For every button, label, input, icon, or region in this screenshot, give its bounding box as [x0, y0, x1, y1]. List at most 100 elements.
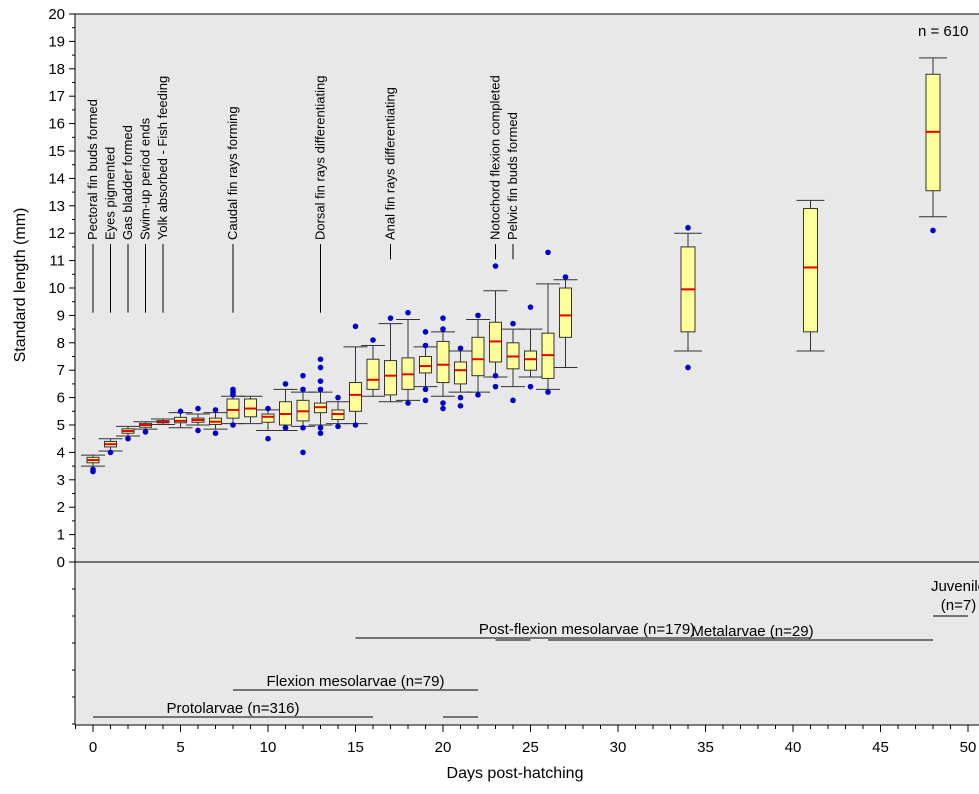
box-day-18	[396, 309, 420, 406]
outlier-point	[212, 407, 219, 413]
y-tick-label: 2	[57, 499, 65, 516]
box-iqr	[226, 398, 240, 419]
box-day-48	[919, 57, 947, 234]
outlier-point	[300, 386, 306, 393]
outlier-point	[527, 383, 534, 390]
box-iqr	[366, 358, 380, 390]
event-label: Notochord flexion completed	[488, 75, 503, 240]
y-tick-label: 10	[48, 280, 65, 297]
outlier-point	[370, 337, 376, 343]
event-label: Gas bladder formed	[120, 125, 135, 240]
outlier-point	[405, 400, 411, 406]
event-label: Caudal fin rays forming	[225, 106, 240, 240]
outlier-point	[510, 397, 516, 404]
outlier-point	[492, 372, 499, 379]
x-tick-label: 35	[697, 739, 714, 756]
outlier-point	[142, 429, 149, 435]
outlier-point	[440, 315, 446, 321]
box-day-11	[273, 381, 298, 431]
outlier-point	[475, 392, 481, 398]
outlier-point	[685, 224, 691, 231]
box-iqr	[524, 350, 537, 371]
outlier-point	[440, 400, 446, 406]
y-tick-label: 7	[57, 362, 65, 379]
outlier-point	[387, 315, 394, 321]
outlier-point	[475, 312, 481, 319]
box-day-41	[796, 199, 825, 352]
stage-label: Metalarvae (n=29)	[691, 623, 813, 640]
outlier-point	[300, 449, 306, 456]
outlier-point	[90, 466, 96, 473]
outlier-point	[282, 381, 289, 387]
outlier-point	[422, 329, 429, 335]
event-label: Pectoral fin buds formed	[85, 99, 100, 240]
box-day-8	[221, 386, 245, 428]
outlier-point	[492, 383, 499, 390]
outlier-point	[352, 422, 359, 428]
outlier-point	[317, 430, 324, 437]
y-tick-label: 14	[48, 170, 65, 187]
x-tick-label: 0	[89, 739, 97, 756]
boxes	[81, 57, 947, 475]
y-tick-label: 19	[48, 33, 65, 50]
outlier-point	[125, 435, 131, 442]
box-day-17	[378, 315, 403, 403]
y-tick-label: 13	[48, 198, 65, 215]
outlier-point	[335, 423, 341, 430]
outlier-point	[527, 304, 534, 310]
stage-label: Flexion mesolarvae (n=79)	[266, 673, 444, 690]
box-iqr	[419, 356, 432, 374]
event-label: Pelvic fin buds formed	[505, 112, 520, 240]
box-day-2	[116, 425, 140, 442]
event-label: Swim-up period ends	[138, 117, 153, 240]
outlier-point	[422, 397, 429, 404]
y-tick-label: 0	[57, 554, 65, 571]
outlier-point	[195, 405, 201, 412]
y-tick-label: 9	[57, 307, 65, 324]
stage-label: Juvenile	[931, 578, 979, 595]
outlier-point	[352, 323, 359, 330]
outlier-point	[317, 424, 324, 431]
outlier-point	[177, 408, 184, 415]
box-day-25	[518, 304, 543, 390]
x-tick-label: 40	[785, 739, 802, 756]
outlier-point	[335, 394, 341, 401]
outlier-point	[317, 356, 324, 363]
box-iqr	[436, 340, 450, 384]
event-label: Anal fin rays differentiating	[383, 87, 398, 240]
box-day-19	[413, 329, 438, 404]
outlier-point	[510, 320, 516, 327]
labels: Standard length (mm) Days post-hatching …	[12, 6, 979, 782]
x-tick-label: 25	[522, 739, 539, 756]
outlier-point	[317, 386, 324, 393]
box-day-3	[133, 421, 158, 435]
box-day-15	[343, 323, 368, 428]
outlier-point	[300, 424, 306, 431]
box-iqr	[384, 360, 397, 396]
stage-sublabel: (n=7)	[941, 597, 976, 614]
box-iqr	[471, 336, 485, 377]
stage-label: Post-flexion mesolarvae (n=179)	[479, 621, 695, 638]
box-day-1	[98, 438, 123, 456]
outlier-point	[107, 449, 114, 456]
outlier-point	[440, 405, 446, 412]
box-day-24	[501, 320, 525, 404]
y-tick-label: 16	[48, 116, 65, 133]
box-day-7	[203, 407, 228, 437]
outlier-point	[457, 345, 464, 352]
y-tick-label: 20	[48, 6, 65, 23]
y-tick-label: 3	[57, 472, 65, 489]
box-day-9	[238, 395, 263, 425]
y-tick-label: 4	[57, 444, 65, 461]
box-iqr	[261, 413, 275, 423]
box-day-4	[151, 418, 175, 425]
box-day-5	[168, 408, 193, 429]
x-tick-label: 45	[872, 739, 889, 756]
box-day-20	[431, 315, 455, 412]
y-tick-label: 6	[57, 390, 65, 407]
outlier-point	[317, 378, 324, 384]
y-tick-label: 12	[48, 225, 65, 242]
y-tick-label: 5	[57, 417, 65, 434]
